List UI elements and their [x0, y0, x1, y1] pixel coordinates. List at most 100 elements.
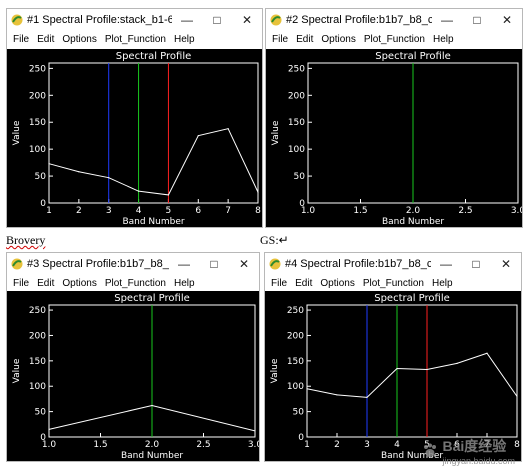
- minimize-button[interactable]: —: [178, 257, 190, 271]
- x-tick-label: 8: [514, 440, 520, 450]
- x-tick-label: 1: [46, 206, 52, 216]
- chart-title: Spectral Profile: [375, 51, 451, 62]
- window-titlebar[interactable]: #4 Spectral Profile:b1b7_b8_co... — □ ✕: [265, 253, 521, 275]
- menu-options[interactable]: Options: [62, 277, 97, 289]
- watermark-text: Bai度经验 jingyan.baidu.com: [442, 436, 515, 466]
- idl-app-icon: [11, 258, 23, 270]
- x-tick-label: 1: [304, 440, 310, 450]
- window-titlebar[interactable]: #1 Spectral Profile:stack_b1-61... — □ ✕: [7, 9, 262, 31]
- maximize-button[interactable]: □: [210, 257, 218, 271]
- spectral-profile-window-1[interactable]: #1 Spectral Profile:stack_b1-61... — □ ✕…: [6, 8, 263, 228]
- y-tick-label: 200: [29, 331, 46, 341]
- y-tick-label: 250: [287, 306, 304, 316]
- minimize-button[interactable]: —: [441, 13, 453, 27]
- menu-edit[interactable]: Edit: [37, 277, 55, 289]
- spectral-curve: [48, 128, 259, 196]
- y-tick-label: 100: [29, 382, 46, 392]
- menu-edit[interactable]: Edit: [37, 33, 55, 45]
- y-tick-label: 100: [29, 145, 46, 155]
- window-title: #1 Spectral Profile:stack_b1-61...: [27, 14, 172, 26]
- spectral-profile-window-2[interactable]: #2 Spectral Profile:b1b7_b8_co... — □ ✕ …: [265, 8, 523, 228]
- menu-file[interactable]: File: [271, 277, 288, 289]
- menu-options[interactable]: Options: [321, 33, 356, 45]
- y-axis-label: Value: [270, 358, 280, 383]
- menu-file[interactable]: File: [13, 277, 30, 289]
- x-tick-label: 2.5: [196, 440, 210, 450]
- menu-plot-function[interactable]: Plot_Function: [104, 33, 166, 45]
- menu-file[interactable]: File: [13, 33, 30, 45]
- x-tick-label: 5: [166, 206, 172, 216]
- menu-help[interactable]: Help: [431, 277, 453, 289]
- spectral-profile-window-4[interactable]: #4 Spectral Profile:b1b7_b8_co... — □ ✕ …: [264, 252, 522, 462]
- data-point: [254, 430, 256, 432]
- y-tick-label: 200: [29, 91, 46, 101]
- menu-help[interactable]: Help: [432, 33, 454, 45]
- y-tick-label: 50: [294, 172, 306, 182]
- maximize-button[interactable]: □: [472, 257, 480, 271]
- plot-area[interactable]: Spectral Profile 0 50 100 150 200 250 1.0 1.5 2.0…: [266, 49, 522, 227]
- close-button[interactable]: ✕: [501, 13, 513, 27]
- menu-help[interactable]: Help: [173, 33, 195, 45]
- y-axis-label: Value: [12, 120, 22, 145]
- x-tick-label: 2: [76, 206, 82, 216]
- chart-title: Spectral Profile: [374, 293, 450, 304]
- menu-plot-function[interactable]: Plot_Function: [362, 277, 424, 289]
- x-tick-label: 3: [364, 440, 370, 450]
- data-point: [306, 388, 308, 390]
- close-button[interactable]: ✕: [238, 257, 250, 271]
- y-tick-label: 50: [293, 408, 305, 418]
- x-tick-label: 4: [394, 440, 400, 450]
- spectral-profile-chart: Spectral Profile 0 50 100 150 200 250 1 2 3 4 5 6 7 8 B…: [12, 51, 261, 227]
- x-tick-label: 3.0: [248, 440, 259, 450]
- caption-gs: GS:↵: [260, 233, 289, 248]
- menu-plot-function[interactable]: Plot_Function: [363, 33, 425, 45]
- data-point: [197, 135, 199, 137]
- x-tick-label: 1.0: [301, 206, 316, 216]
- chart-title: Spectral Profile: [114, 293, 190, 304]
- menu-edit[interactable]: Edit: [295, 277, 313, 289]
- menu-plot-function[interactable]: Plot_Function: [104, 277, 166, 289]
- x-tick-label: 2: [334, 440, 340, 450]
- plot-area[interactable]: Spectral Profile 0 50 100 150 200 250 1 2 3 4 5 6 7 8 B…: [7, 49, 262, 227]
- menu-edit[interactable]: Edit: [296, 33, 314, 45]
- baidu-paw-icon: [424, 443, 437, 457]
- baidu-watermark: Bai度经验 jingyan.baidu.com: [421, 436, 515, 466]
- menu-file[interactable]: File: [272, 33, 289, 45]
- spectral-profile-window-3[interactable]: #3 Spectral Profile:b1b7_b8_co... — □ ✕ …: [6, 252, 260, 462]
- spectral-curve: [306, 352, 518, 398]
- y-tick-label: 50: [35, 172, 47, 182]
- y-tick-label: 250: [29, 64, 46, 74]
- caption-brovery: Brovery: [6, 233, 45, 248]
- y-tick-label: 150: [287, 357, 304, 367]
- data-point: [48, 163, 50, 165]
- data-point: [78, 171, 80, 173]
- close-button[interactable]: ✕: [241, 13, 253, 27]
- x-tick-label: 2.0: [406, 206, 421, 216]
- x-axis-label: Band Number: [122, 217, 184, 227]
- data-point: [396, 367, 398, 370]
- x-tick-label: 3.0: [511, 206, 522, 216]
- window-titlebar[interactable]: #2 Spectral Profile:b1b7_b8_co... — □ ✕: [266, 9, 522, 31]
- close-button[interactable]: ✕: [500, 257, 512, 271]
- minimize-button[interactable]: —: [181, 13, 193, 27]
- caption-brovery-text: Brovery: [6, 233, 46, 247]
- menu-options[interactable]: Options: [320, 277, 355, 289]
- plot-area[interactable]: Spectral Profile 0 50 100 150 200 250 1 2 3 4 5 6 7 8 B…: [265, 291, 521, 461]
- data-point: [426, 368, 428, 371]
- chart-title: Spectral Profile: [116, 51, 192, 62]
- x-tick-label: 2.5: [458, 206, 472, 216]
- minimize-button[interactable]: —: [440, 257, 452, 271]
- menu-options[interactable]: Options: [62, 33, 97, 45]
- data-point: [516, 395, 518, 397]
- x-tick-label: 2.0: [145, 440, 160, 450]
- window-titlebar[interactable]: #3 Spectral Profile:b1b7_b8_co... — □ ✕: [7, 253, 259, 275]
- y-tick-label: 0: [298, 433, 304, 443]
- menu-help[interactable]: Help: [173, 277, 195, 289]
- window-title: #3 Spectral Profile:b1b7_b8_co...: [27, 258, 169, 270]
- y-tick-label: 0: [40, 433, 46, 443]
- data-point: [456, 362, 458, 364]
- window-title: #4 Spectral Profile:b1b7_b8_co...: [285, 258, 431, 270]
- plot-area[interactable]: Spectral Profile 0 50 100 150 200 250 1.0 1.5 2.0…: [7, 291, 259, 461]
- maximize-button[interactable]: □: [213, 13, 221, 27]
- maximize-button[interactable]: □: [473, 13, 481, 27]
